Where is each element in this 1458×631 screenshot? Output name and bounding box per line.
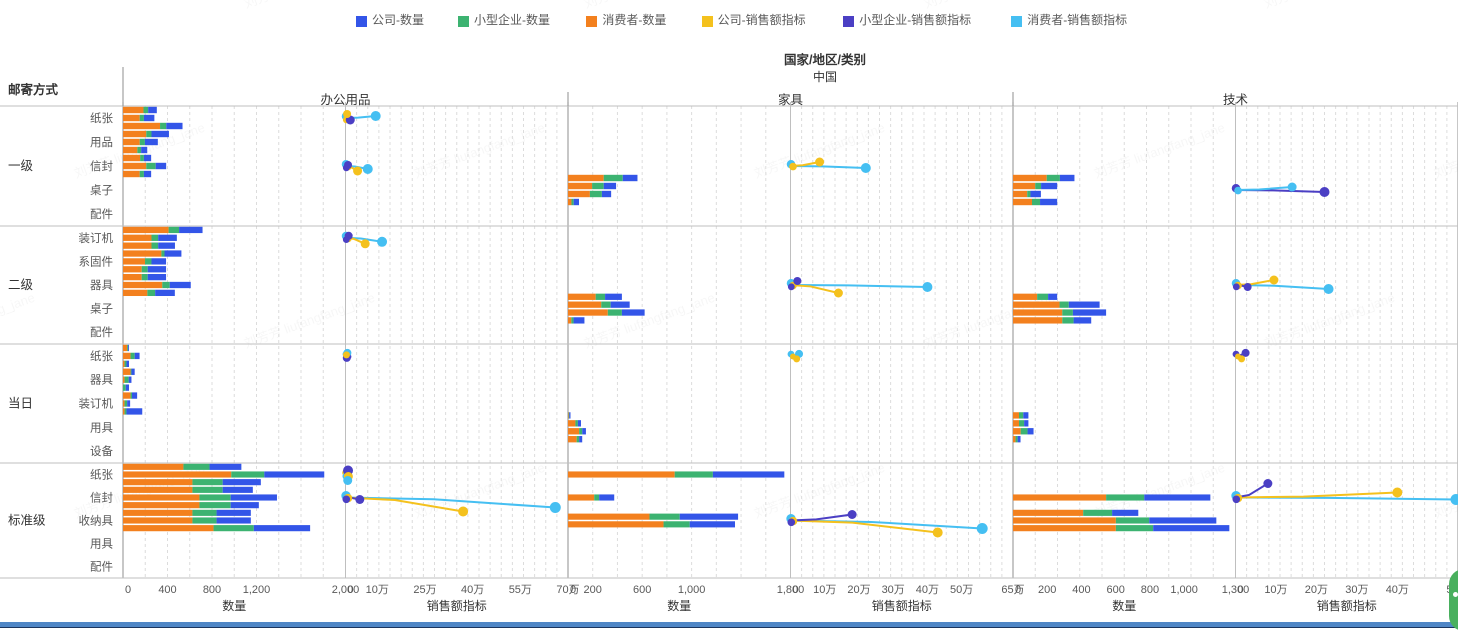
- svg-text:桌子: 桌子: [90, 303, 113, 316]
- svg-text:400: 400: [158, 584, 176, 596]
- svg-text:信封: 信封: [90, 159, 113, 173]
- svg-text:1,300: 1,300: [1222, 584, 1250, 596]
- svg-text:25万: 25万: [413, 584, 436, 596]
- svg-text:10万: 10万: [1264, 584, 1287, 596]
- svg-text:400: 400: [1072, 584, 1090, 596]
- svg-text:桌子: 桌子: [90, 184, 113, 197]
- svg-text:纸张: 纸张: [90, 350, 113, 363]
- svg-text:200: 200: [1038, 584, 1056, 596]
- svg-text:600: 600: [633, 584, 651, 596]
- svg-text:40万: 40万: [916, 584, 939, 596]
- svg-text:10万: 10万: [366, 584, 389, 596]
- svg-text:600: 600: [1107, 584, 1125, 596]
- svg-text:30万: 30万: [882, 584, 905, 596]
- svg-text:1,200: 1,200: [243, 584, 271, 596]
- svg-text:配件: 配件: [90, 325, 113, 339]
- svg-text:20万: 20万: [1305, 584, 1328, 596]
- svg-text:70万: 70万: [556, 584, 579, 596]
- svg-text:800: 800: [1141, 584, 1159, 596]
- svg-text:纸张: 纸张: [90, 469, 113, 482]
- svg-text:20万: 20万: [847, 584, 870, 596]
- svg-text:装订机: 装订机: [79, 231, 114, 245]
- svg-text:2,000: 2,000: [332, 584, 360, 596]
- svg-text:配件: 配件: [90, 207, 113, 221]
- svg-text:销售额指标: 销售额指标: [872, 598, 932, 613]
- svg-text:0: 0: [570, 584, 576, 596]
- svg-text:40万: 40万: [461, 584, 484, 596]
- svg-text:二级: 二级: [8, 278, 34, 292]
- svg-text:销售额指标: 销售额指标: [427, 598, 487, 613]
- svg-text:10万: 10万: [813, 584, 836, 596]
- svg-text:用品: 用品: [90, 136, 113, 149]
- svg-text:纸张: 纸张: [90, 112, 113, 125]
- svg-text:数量: 数量: [667, 598, 691, 613]
- svg-text:50万: 50万: [950, 584, 973, 596]
- svg-text:标准级: 标准级: [8, 514, 46, 528]
- svg-text:器具: 器具: [90, 374, 113, 387]
- svg-text:0: 0: [348, 584, 354, 596]
- svg-text:0: 0: [125, 584, 131, 596]
- svg-text:装订机: 装订机: [79, 397, 114, 411]
- svg-text:用具: 用具: [90, 538, 113, 551]
- svg-text:数量: 数量: [222, 598, 246, 613]
- svg-text:200: 200: [584, 584, 602, 596]
- svg-text:0: 0: [1015, 584, 1021, 596]
- svg-text:0: 0: [1238, 584, 1244, 596]
- svg-text:0: 0: [793, 584, 799, 596]
- svg-text:器具: 器具: [90, 279, 113, 292]
- svg-text:1,000: 1,000: [678, 584, 706, 596]
- svg-text:设备: 设备: [90, 444, 113, 458]
- svg-text:40万: 40万: [1386, 584, 1409, 596]
- svg-text:数量: 数量: [1112, 598, 1136, 613]
- svg-text:55万: 55万: [509, 584, 532, 596]
- svg-text:800: 800: [203, 584, 221, 596]
- svg-text:收纳具: 收纳具: [79, 514, 114, 528]
- svg-text:用具: 用具: [90, 421, 113, 434]
- svg-text:系固件: 系固件: [79, 254, 114, 268]
- svg-text:65万: 65万: [1001, 584, 1024, 596]
- svg-text:一级: 一级: [8, 159, 34, 173]
- svg-text:配件: 配件: [90, 560, 113, 574]
- svg-text:信封: 信封: [90, 491, 113, 505]
- svg-text:30万: 30万: [1345, 584, 1368, 596]
- svg-text:1,800: 1,800: [777, 584, 805, 596]
- svg-text:当日: 当日: [8, 397, 33, 411]
- svg-text:销售额指标: 销售额指标: [1317, 598, 1377, 613]
- svg-text:1,000: 1,000: [1170, 584, 1198, 596]
